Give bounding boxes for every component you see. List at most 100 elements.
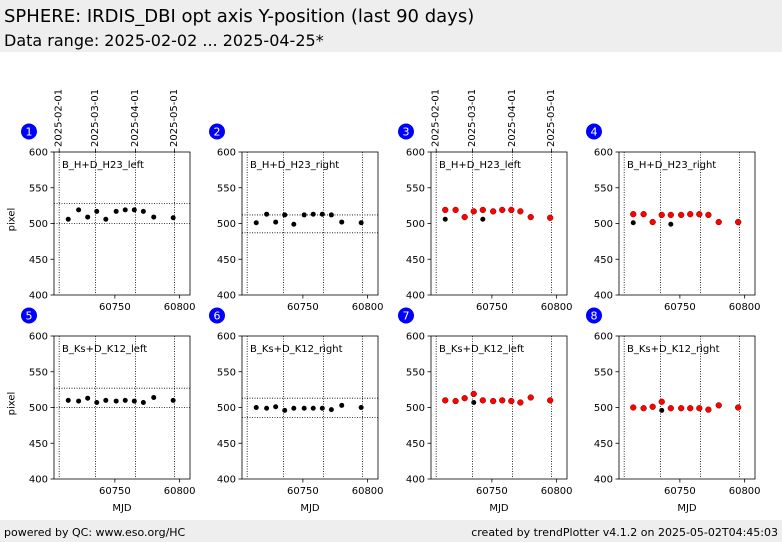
data-point [517, 399, 524, 406]
data-point [471, 399, 477, 405]
y-tick-label: 500 [29, 403, 48, 414]
data-range-subtitle: Data range: 2025-02-02 ... 2025-04-25* [4, 31, 324, 50]
data-point [253, 405, 259, 410]
panel-number: 8 [591, 310, 598, 323]
data-point [687, 211, 694, 218]
y-tick-label: 450 [406, 255, 425, 266]
panel-number-badge [21, 307, 37, 324]
y-tick-label: 400 [29, 475, 48, 486]
y-tick-label: 550 [29, 367, 48, 378]
panel-label: B_Ks+D_K12_right [627, 344, 720, 355]
data-point [667, 405, 674, 412]
panel-label: B_H+D_H23_right [250, 160, 339, 171]
panel-7: 400 450 500 550 600 60750 60800 B_Ks+D_K12_left… [398, 307, 573, 514]
footer-band: powered by QC: www.eso.org/HC created by… [0, 520, 782, 542]
data-point [499, 397, 506, 404]
panel-number: 3 [403, 126, 410, 139]
panel-label: B_Ks+D_K12_left [439, 344, 524, 355]
y-tick-label: 500 [217, 403, 236, 414]
data-point [131, 398, 137, 404]
y-tick-label: 550 [406, 367, 425, 378]
panel-number: 4 [591, 126, 598, 139]
data-point [151, 394, 157, 400]
data-point [273, 404, 279, 410]
y-tick-label: 600 [406, 332, 425, 343]
data-point [452, 397, 459, 405]
y-tick-label: 550 [217, 367, 236, 378]
data-point [547, 214, 554, 221]
data-point [291, 221, 297, 227]
data-point [490, 208, 497, 215]
x-tick-label: 60750 [664, 302, 696, 313]
plot-frame [618, 335, 756, 480]
data-point [113, 398, 119, 404]
panel-number: 6 [214, 310, 221, 323]
panel-4: 400 450 500 550 600 60750 60800 B_H+D_H23_right… [586, 123, 761, 313]
data-point [319, 405, 325, 411]
panel-number: 7 [403, 310, 410, 323]
data-point [140, 399, 146, 405]
y-tick-label: 600 [29, 332, 48, 343]
x-tick-label: 60800 [729, 486, 761, 497]
data-point [319, 211, 325, 217]
data-point [85, 214, 91, 220]
data-point [282, 212, 288, 218]
data-point [667, 211, 674, 219]
y-tick-label: 400 [594, 475, 613, 486]
x-tick-label: 60800 [352, 486, 384, 497]
data-point [122, 207, 128, 213]
panel-label: B_Ks+D_K12_right [250, 344, 343, 355]
data-point [282, 407, 288, 413]
data-point [339, 219, 345, 225]
data-point [687, 405, 694, 412]
data-point [490, 397, 497, 405]
x-tick-label: 60750 [99, 302, 131, 313]
y-tick-label: 600 [406, 148, 425, 159]
x-tick-label: 60750 [99, 486, 131, 497]
data-point [479, 206, 486, 214]
data-point [658, 398, 665, 405]
x-axis-label: MJD [677, 503, 697, 514]
plot-frame [430, 151, 568, 296]
date-tick-label: 2025-04-01 [507, 89, 518, 147]
date-tick-label: 2025-03-01 [90, 89, 101, 147]
y-tick-label: 500 [217, 219, 236, 230]
data-point [470, 390, 477, 398]
data-point [264, 211, 270, 217]
data-point [328, 407, 334, 413]
data-point [151, 214, 157, 220]
data-point [630, 404, 637, 411]
data-point [358, 220, 364, 226]
plot-frame [618, 151, 756, 296]
data-point [696, 405, 703, 412]
data-point [735, 218, 742, 226]
data-point [480, 216, 486, 222]
panel-label: B_H+D_H23_right [627, 160, 716, 171]
data-point [310, 211, 316, 217]
x-axis-label: MJD [489, 503, 509, 514]
x-tick-label: 60750 [664, 486, 696, 497]
data-point [76, 398, 82, 404]
panel-number: 2 [214, 126, 221, 139]
x-tick-label: 60750 [476, 302, 508, 313]
data-point [630, 220, 636, 226]
y-tick-label: 600 [217, 332, 236, 343]
x-tick-label: 60800 [541, 486, 573, 497]
panel-number-badge [21, 123, 37, 140]
data-point [527, 394, 534, 401]
y-tick-label: 600 [594, 148, 613, 159]
data-point [678, 405, 685, 412]
x-tick-label: 60750 [287, 486, 319, 497]
data-point [273, 219, 279, 225]
x-tick-label: 60800 [164, 486, 196, 497]
data-point [339, 402, 345, 408]
panel-5: 400 450 500 550 600 60750 60800 B_Ks+D_K12_left… [7, 307, 196, 514]
footer-credit-left: powered by QC: www.eso.org/HC [4, 526, 186, 539]
y-tick-label: 400 [29, 291, 48, 302]
data-point [301, 212, 307, 218]
data-point [301, 405, 307, 411]
data-point [461, 213, 468, 221]
footer-credit-right: created by trendPlotter v4.1.2 on 2025-0… [471, 526, 778, 539]
y-tick-label: 400 [217, 291, 236, 302]
